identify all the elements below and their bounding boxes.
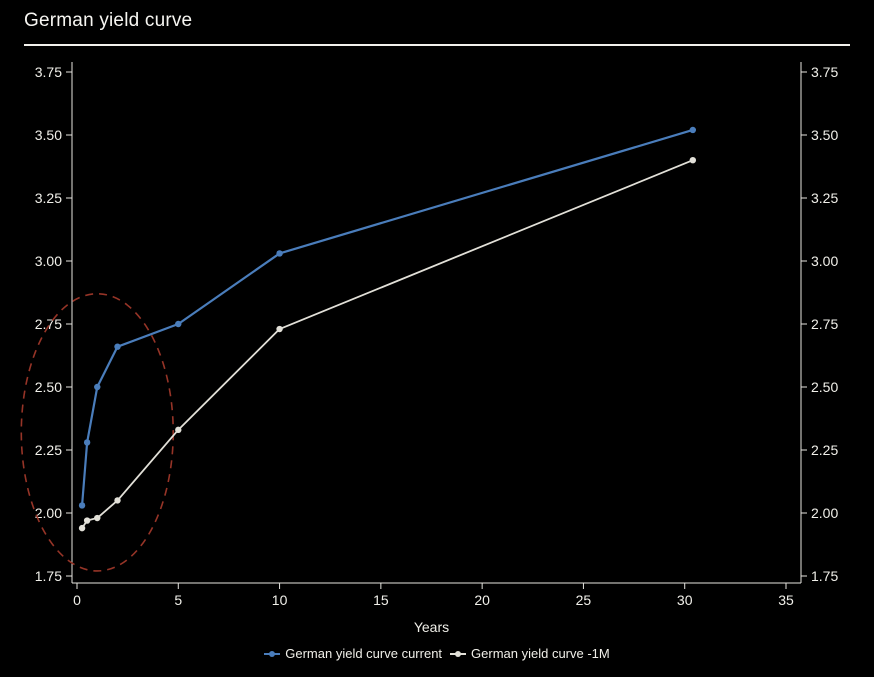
data-point bbox=[175, 320, 182, 328]
x-tick-label: 35 bbox=[778, 592, 794, 608]
legend-label-previous: German yield curve -1M bbox=[471, 646, 610, 661]
y-tick-label-right: 2.75 bbox=[811, 316, 838, 332]
x-axis-label: Years bbox=[413, 619, 450, 635]
data-point bbox=[78, 502, 86, 509]
x-tick-label: 5 bbox=[174, 592, 182, 608]
y-tick-label-right: 3.75 bbox=[811, 64, 838, 80]
y-tick-label-left: 2.00 bbox=[35, 505, 62, 521]
y-tick-label-left: 1.75 bbox=[35, 568, 62, 584]
data-point bbox=[83, 517, 91, 524]
y-tick-label-right: 3.25 bbox=[811, 190, 838, 206]
data-point bbox=[94, 514, 101, 522]
data-point bbox=[689, 157, 697, 164]
series-line bbox=[81, 159, 694, 529]
data-point bbox=[78, 524, 86, 532]
y-tick-label-right: 2.50 bbox=[811, 379, 838, 395]
y-tick-label-left: 3.00 bbox=[35, 253, 62, 269]
x-tick-label: 0 bbox=[73, 592, 81, 608]
legend-marker-previous-icon bbox=[450, 650, 467, 658]
series-line bbox=[80, 128, 694, 506]
x-tick-label: 30 bbox=[677, 592, 693, 608]
legend-item-previous: German yield curve -1M bbox=[450, 646, 610, 661]
chart-title: German yield curve bbox=[24, 10, 193, 31]
y-tick-label-left: 2.50 bbox=[35, 379, 62, 395]
data-point bbox=[114, 343, 121, 350]
short-end-annotation-ellipse bbox=[20, 292, 175, 572]
data-point bbox=[175, 426, 182, 434]
legend-item-current: German yield curve current bbox=[264, 646, 442, 661]
x-tick-label: 10 bbox=[272, 592, 288, 608]
title-divider bbox=[24, 44, 850, 46]
chart-legend: German yield curve current German yield … bbox=[0, 646, 874, 661]
legend-label-current: German yield curve current bbox=[285, 646, 443, 661]
x-tick-label: 15 bbox=[373, 592, 389, 608]
y-tick-label-right: 2.25 bbox=[811, 442, 838, 458]
tick-labels: 1.75 1.75 2.00 2.00 2.25 2.25 2.50 2.50 2.75 2.75… bbox=[35, 64, 839, 608]
y-tick-label-left: 2.25 bbox=[35, 442, 62, 458]
y-tick-label-left: 3.50 bbox=[35, 127, 62, 143]
data-point bbox=[689, 126, 697, 134]
series-previous bbox=[78, 157, 697, 532]
data-point bbox=[276, 250, 283, 257]
series-current bbox=[78, 126, 697, 509]
y-tick-label-left: 2.75 bbox=[35, 316, 62, 332]
data-point bbox=[94, 383, 101, 391]
x-tick-label: 20 bbox=[474, 592, 490, 608]
y-tick-label-right: 3.00 bbox=[811, 253, 838, 269]
x-tick-label: 25 bbox=[576, 592, 592, 608]
data-point bbox=[83, 439, 91, 446]
legend-marker-current-icon bbox=[264, 650, 281, 658]
y-tick-label-right: 2.00 bbox=[811, 505, 838, 521]
data-point bbox=[114, 497, 121, 504]
axes bbox=[66, 62, 807, 589]
y-tick-label-left: 3.75 bbox=[35, 64, 62, 80]
y-tick-label-right: 1.75 bbox=[811, 568, 838, 584]
y-tick-label-right: 3.50 bbox=[811, 127, 838, 143]
data-point bbox=[276, 325, 283, 333]
y-tick-label-left: 3.25 bbox=[35, 190, 62, 206]
